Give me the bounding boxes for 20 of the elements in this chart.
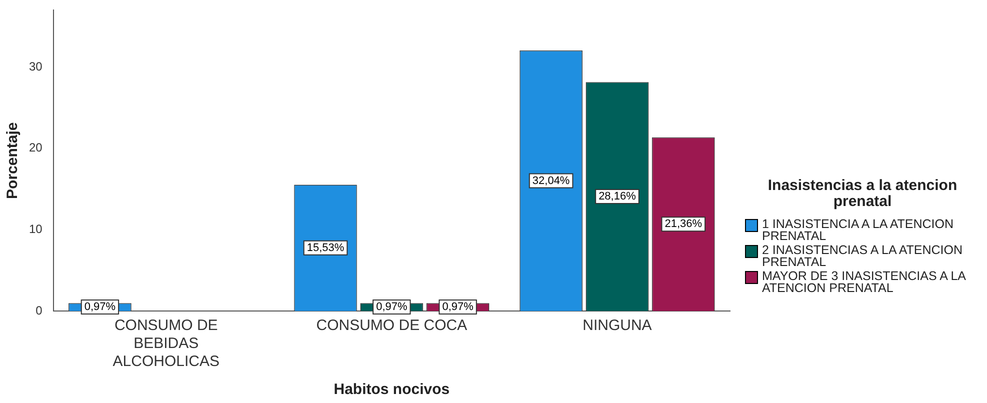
y-tick-label: 30 bbox=[28, 59, 43, 74]
legend-title: Inasistencias a la atencion prenatal bbox=[766, 177, 958, 210]
data-label: 32,04% bbox=[532, 174, 570, 187]
y-tick-label: 0 bbox=[36, 303, 43, 318]
data-label: 28,16% bbox=[598, 190, 636, 203]
x-axis-title: Habitos nocivos bbox=[334, 381, 450, 398]
legend-label: 2 INASISTENCIAS A LA ATENCION PRENATAL bbox=[762, 243, 964, 269]
y-tick-label: 10 bbox=[28, 222, 43, 236]
x-tick-label: NINGUNA bbox=[582, 317, 652, 334]
data-label: 0,97% bbox=[84, 301, 116, 314]
data-label: 21,36% bbox=[664, 218, 702, 230]
data-label: 0,97% bbox=[376, 301, 408, 314]
x-tick-label: CONSUMO DE BEBIDAS ALCOHOLICAS bbox=[112, 317, 220, 370]
data-label: 0,97% bbox=[442, 301, 474, 314]
y-tick-label: 20 bbox=[28, 140, 43, 155]
y-axis-title: Porcentaje bbox=[4, 122, 22, 199]
legend-label: MAYOR DE 3 INASISTENCIAS A LA ATENCION PRENATAL bbox=[762, 269, 967, 295]
data-label: 15,53% bbox=[306, 242, 344, 254]
x-tick-label: CONSUMO DE COCA bbox=[316, 317, 468, 334]
legend-label: 1 INASISTENCIA A LA ATENCION PRENATAL bbox=[762, 217, 955, 243]
